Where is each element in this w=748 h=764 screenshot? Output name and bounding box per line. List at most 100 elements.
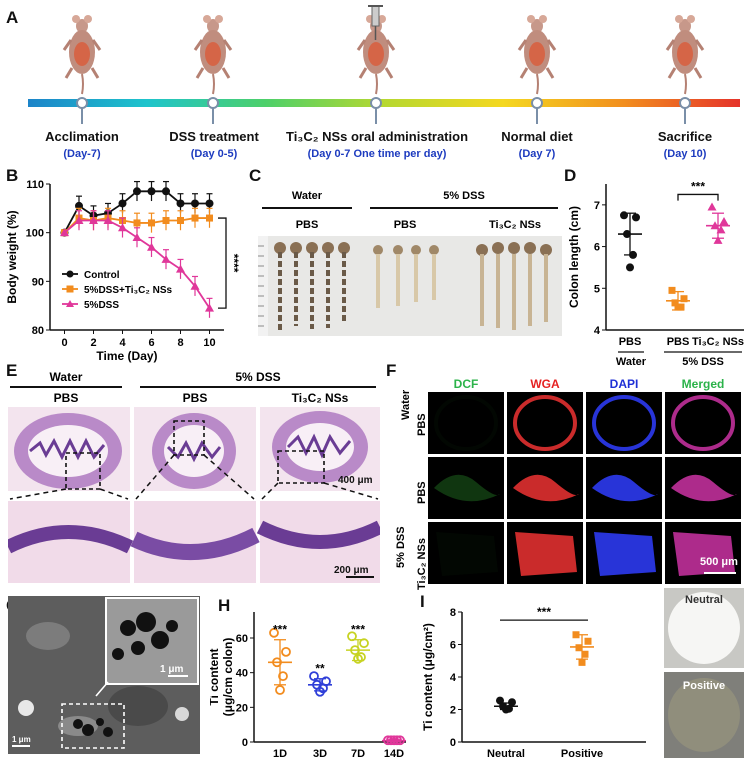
x-tick-label: 7D (351, 748, 365, 760)
tissue-section (434, 474, 500, 502)
data-point (118, 223, 127, 232)
data-point (60, 228, 69, 237)
data-point (275, 685, 285, 695)
data-point (309, 671, 319, 682)
significance-label: *** (351, 623, 365, 637)
panel-label-i: I (420, 592, 425, 611)
timeline-step-sub: (Day 0-7 One time per day) (307, 148, 447, 160)
timeline-step-sub: (Day-7) (63, 148, 101, 160)
y-tick-label: 6 (450, 640, 456, 652)
data-point (205, 199, 214, 208)
y-tick-label: 80 (32, 325, 44, 337)
legend-marker (66, 285, 74, 293)
f-scale-bar (704, 572, 736, 574)
data-point (89, 216, 98, 224)
legend-label: Control (84, 270, 120, 281)
e-divider (10, 386, 122, 388)
data-point (147, 242, 156, 251)
data-point (162, 187, 170, 196)
tissue-section (671, 395, 735, 451)
y-tick-label: 4 (450, 672, 457, 684)
fluor-tile (428, 522, 504, 584)
x-tick-label: 14D (384, 748, 404, 760)
colon-photo (258, 236, 562, 336)
data-point (190, 281, 200, 290)
photo-neutral-label: Neutral (685, 594, 723, 606)
e-pbs-label: PBS (182, 391, 208, 405)
c-pbs-label: PBS (295, 219, 319, 231)
f-col-dapi: DAPI (609, 377, 639, 391)
f-col-wga: WGA (530, 377, 560, 391)
y-tick-label: 2 (450, 705, 456, 717)
tissue-section (513, 395, 577, 451)
c-header-water: Water (291, 190, 323, 202)
g-scale-inset: 1 μm (160, 664, 183, 675)
data-point (626, 263, 634, 272)
data-point (632, 213, 640, 222)
mouse-icon (193, 13, 233, 96)
data-point (118, 199, 127, 208)
significance-label: ** (315, 662, 325, 676)
chart-b: 0 2 4 6 8 10 80 90 100 110 Time (Day) Body weight (… (5, 179, 241, 363)
chart-h: 0 20 40 60 Ti content (μg/cm colon) *** 1D ** 3D *… (210, 612, 406, 760)
data-point (575, 644, 583, 652)
legend-label: 5%DSS+Ti₃C₂ NSs (84, 285, 173, 296)
data-point (620, 211, 628, 220)
y-tick-label: 20 (236, 702, 248, 714)
timeline-step-sub: (Day 7) (518, 148, 556, 160)
panel-label-d: D (564, 166, 577, 185)
fluorescence-grid (428, 392, 741, 584)
significance-label: *** (537, 605, 551, 619)
significance-bracket (218, 217, 227, 309)
tissue-section (592, 474, 658, 502)
data-point (668, 286, 676, 294)
data-point (132, 233, 142, 242)
f-row-pbs: PBS (416, 413, 428, 436)
f-row-dss: 5% DSS (395, 526, 407, 568)
x-tick-label: 0 (61, 337, 67, 349)
data-point (581, 650, 589, 658)
data-point (278, 671, 288, 682)
f-row-ti: Ti₃C₂ NSs (416, 538, 428, 590)
e-scale-top: 400 μm (338, 475, 373, 486)
y-tick-label: 40 (236, 668, 248, 680)
y-tick-label: 0 (242, 737, 248, 749)
timeline-mice (62, 5, 705, 124)
e-ti-label: Ti₃C₂ NSs (291, 391, 349, 405)
significance-label: *** (273, 623, 287, 637)
tissue-section (671, 474, 737, 502)
x-tick-label: 4 (119, 337, 126, 349)
data-point (584, 637, 592, 645)
f-col-dcf: DCF (453, 377, 479, 391)
timeline-step-label: Sacrifice (657, 129, 713, 144)
group-label: 5% DSS (682, 356, 724, 368)
x-tick-label: 1D (273, 748, 287, 760)
y-tick-label: 7 (594, 200, 600, 212)
x-tick-label: Neutral (487, 748, 525, 760)
data-point (205, 303, 214, 312)
g-scale-main: 1 μm (12, 735, 31, 744)
fluor-tile (586, 392, 662, 454)
y-tick-label: 110 (26, 179, 44, 191)
panel-label-h: H (218, 596, 231, 615)
y-axis-label: Ti content (210, 648, 221, 705)
tissue-section (673, 532, 735, 576)
tissue-section (434, 395, 498, 451)
data-point (147, 187, 156, 196)
data-point (148, 219, 155, 227)
data-point (281, 646, 291, 657)
x-tick-label: 3D (313, 748, 327, 760)
data-point (680, 295, 688, 303)
timeline-step-label: Acclimation (45, 129, 119, 144)
c-divider (262, 207, 352, 209)
data-point (103, 216, 113, 224)
tissue-section (515, 532, 577, 576)
tissue-section (513, 474, 579, 502)
tem-image: 1 μm 1 μm (8, 596, 200, 754)
panel-label-b: B (6, 166, 19, 185)
x-tick-label: 10 (203, 337, 215, 349)
y-tick-label: 90 (32, 276, 44, 288)
y-axis-label-unit: (μg/cm colon) (221, 638, 235, 717)
data-point (191, 214, 199, 222)
legend-marker (66, 300, 74, 307)
